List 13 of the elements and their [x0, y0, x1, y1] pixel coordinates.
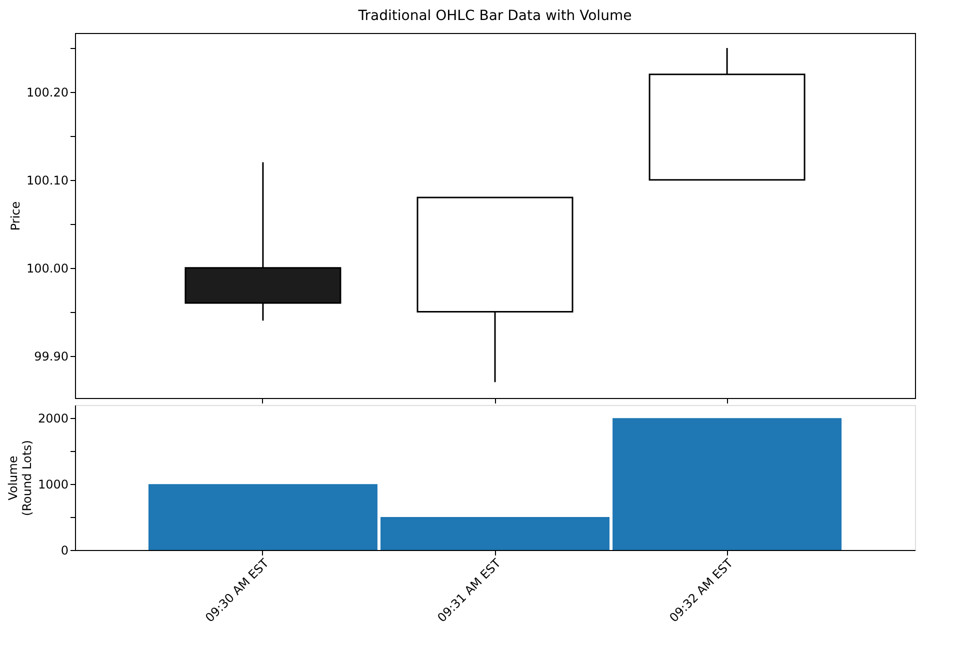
bar [380, 517, 610, 550]
chart-title: Traditional OHLC Bar Data with Volume [357, 8, 632, 24]
bar [612, 418, 842, 550]
y-tick-label: 1000 [38, 478, 68, 492]
y-tick-label: 100.00 [26, 261, 68, 276]
bar [148, 484, 378, 550]
y-tick-label: 99.90 [34, 349, 68, 364]
y-axis-title: Volume (Round Lots) [6, 440, 34, 516]
y-tick-label: 0 [60, 544, 68, 558]
y-tick-label: 2000 [38, 412, 68, 426]
y-tick-label: 100.10 [26, 173, 68, 188]
y-tick-label: 100.20 [26, 85, 68, 100]
y-axis-title: Price [8, 201, 23, 231]
